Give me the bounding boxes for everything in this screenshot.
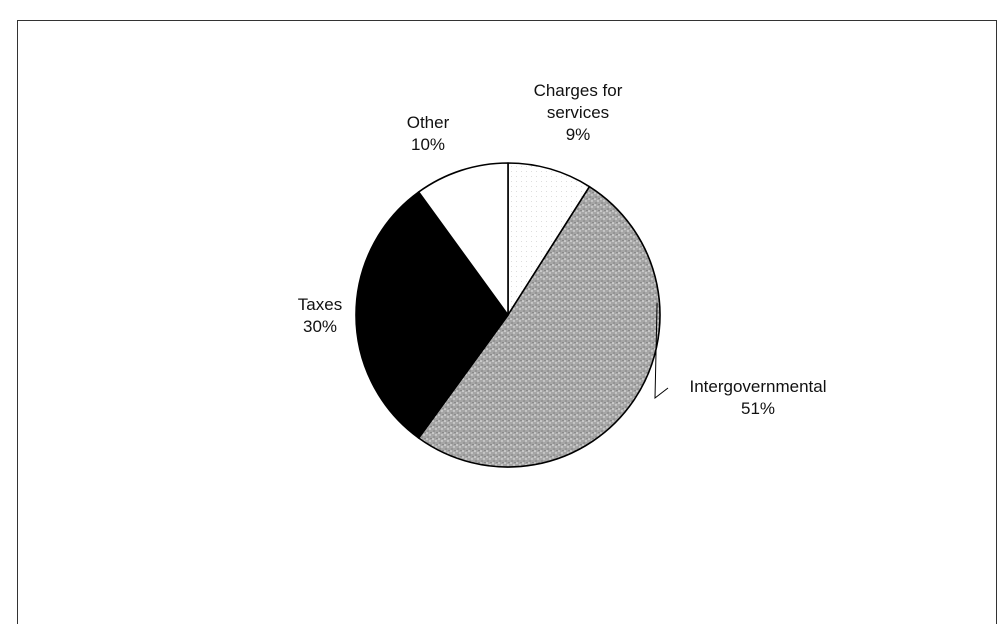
pie-slice-intergovernmental [417,185,661,468]
leader-line-intergovernmental [654,302,669,400]
slice-label-intergovernmental: Intergovernmental 51% [689,377,826,418]
pie-slice-taxes [355,191,509,439]
slice-label-other: Other 10% [407,113,450,154]
slice-label-taxes: Taxes 30% [298,295,342,336]
slice-label-charges-for-services: Charges for services 9% [534,81,623,144]
pie-slice-other [417,162,509,316]
pie-slice-charges-for-services [507,162,591,316]
